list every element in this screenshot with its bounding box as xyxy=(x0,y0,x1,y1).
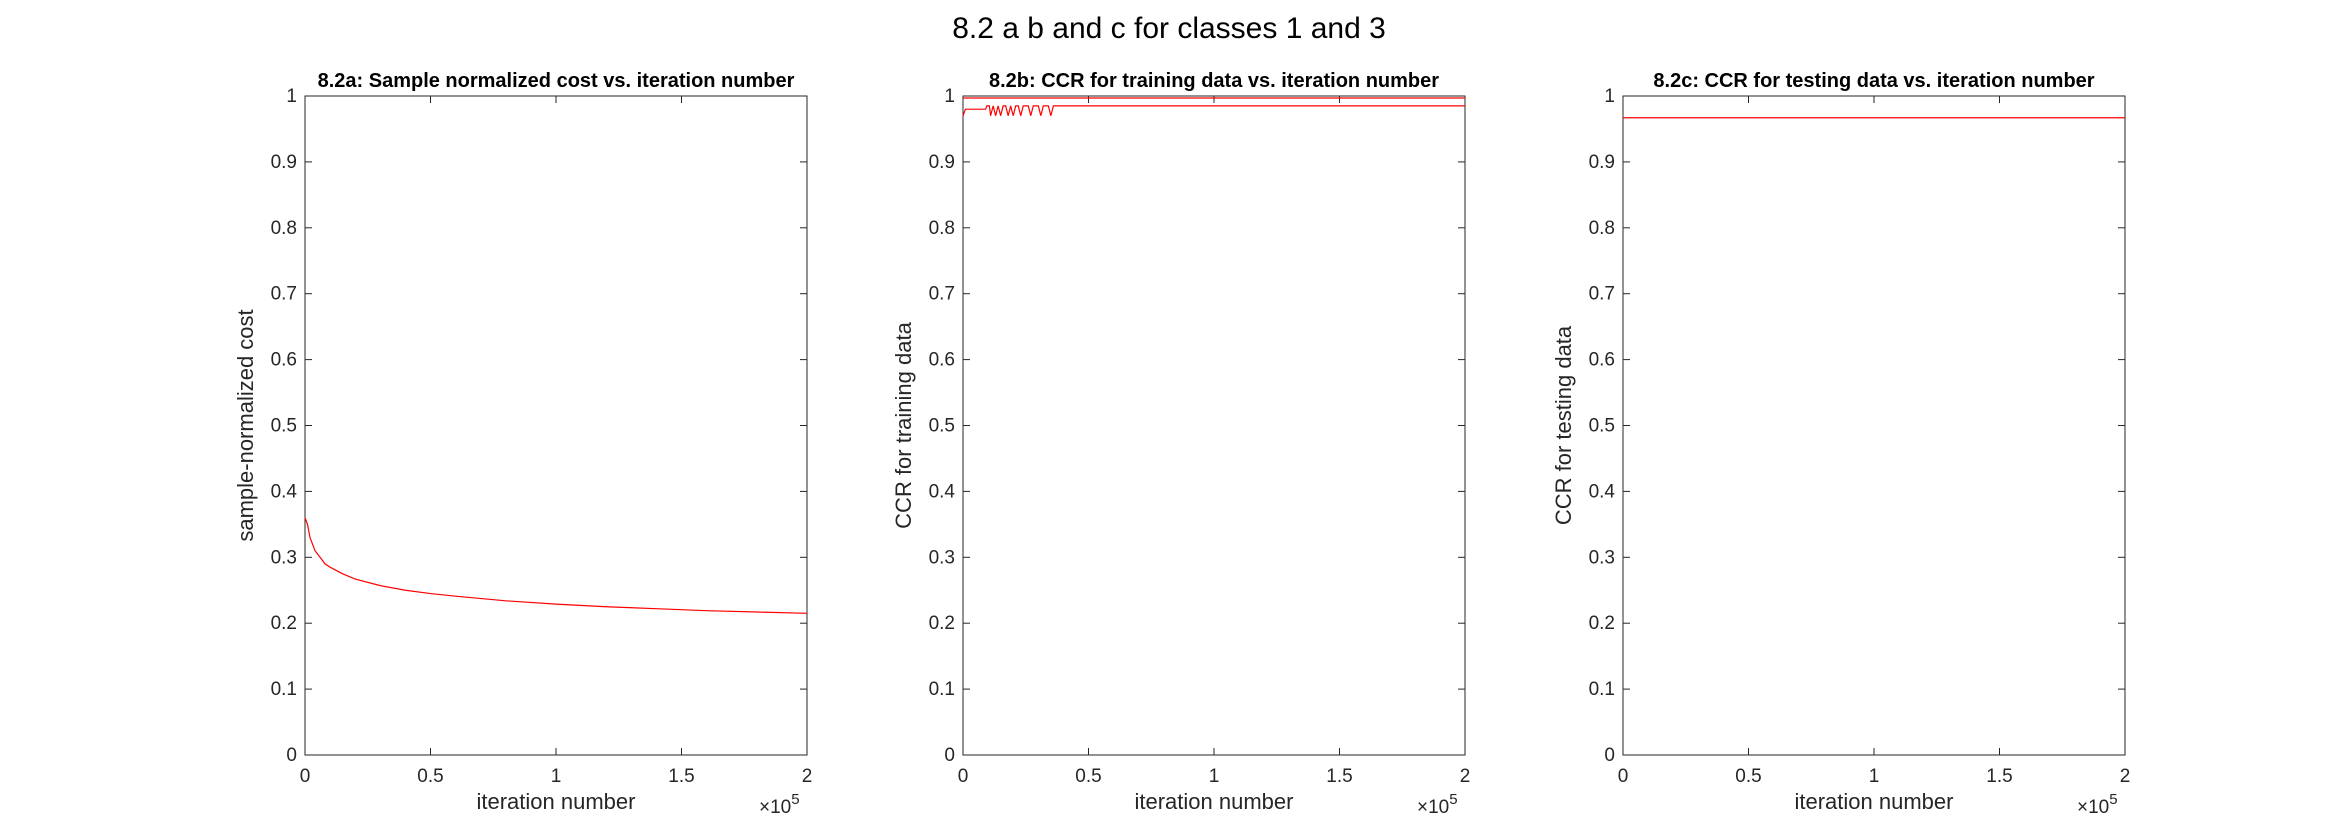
figure-title: 8.2 a b and c for classes 1 and 3 xyxy=(952,12,1386,45)
ytick-label-c: 0.5 xyxy=(1589,416,1615,437)
ytick-label-c: 0.3 xyxy=(1589,547,1615,568)
ytick-label-b: 1 xyxy=(944,86,955,107)
xtick-label-a: 0.5 xyxy=(417,766,443,787)
ytick-label-b: 0.1 xyxy=(929,679,955,700)
x-exponent-base-a: ×10 xyxy=(759,797,791,818)
ytick-label-a: 0.6 xyxy=(271,350,297,371)
x-exponent-base-b: ×10 xyxy=(1417,797,1449,818)
x-exponent-label-a: ×105 xyxy=(759,791,800,818)
y-axis-label-c: CCR for testing data xyxy=(1551,325,1576,525)
xtick-label-c: 0 xyxy=(1618,766,1629,787)
ytick-label-c: 0.2 xyxy=(1589,613,1615,634)
y-axis-label-a: sample-normalized cost xyxy=(233,309,258,541)
xtick-label-b: 2 xyxy=(1460,766,1471,787)
subplot-b: 00.10.20.30.40.50.60.70.80.910 0.5 1 1.5 2×1… xyxy=(891,70,1470,818)
ytick-label-b: 0.9 xyxy=(929,152,955,173)
ytick-label-c: 1 xyxy=(1604,86,1615,107)
axes-box-c xyxy=(1622,95,2126,756)
ytick-label-a: 0.1 xyxy=(271,679,297,700)
xtick-label-b: 1 xyxy=(1209,766,1220,787)
xtick-label-b: 0 xyxy=(958,766,969,787)
x-exponent-power-a: 5 xyxy=(791,791,799,808)
ytick-label-a: 1 xyxy=(286,86,297,107)
xtick-label-a: 0 xyxy=(300,766,311,787)
x-axis-label-b: iteration number xyxy=(1135,789,1294,814)
xtick-label-a: 2 xyxy=(802,766,813,787)
ytick-label-a: 0.7 xyxy=(271,284,297,305)
ytick-label-b: 0.8 xyxy=(929,218,955,239)
xtick-label-b: 0.5 xyxy=(1075,766,1101,787)
ytick-label-a: 0.2 xyxy=(271,613,297,634)
xtick-label-c: 1 xyxy=(1869,766,1880,787)
ytick-label-c: 0.6 xyxy=(1589,350,1615,371)
xtick-label-a: 1 xyxy=(551,766,562,787)
xtick-label-c: 0.5 xyxy=(1735,766,1761,787)
ytick-label-a: 0.4 xyxy=(271,481,298,502)
ytick-label-b: 0.5 xyxy=(929,416,955,437)
ytick-label-c: 0.1 xyxy=(1589,679,1615,700)
x-exponent-power-b: 5 xyxy=(1449,791,1457,808)
xtick-label-c: 2 xyxy=(2120,766,2131,787)
x-exponent-power-c: 5 xyxy=(2109,791,2117,808)
ytick-label-b: 0 xyxy=(944,745,955,766)
ytick-label-c: 0.8 xyxy=(1589,218,1615,239)
ytick-label-b: 0.7 xyxy=(929,284,955,305)
ytick-label-b: 0.2 xyxy=(929,613,955,634)
ytick-label-c: 0.4 xyxy=(1589,481,1616,502)
subplot-title-c: 8.2c: CCR for testing data vs. iteration… xyxy=(1653,70,2094,92)
ytick-label-c: 0 xyxy=(1604,745,1615,766)
ytick-label-b: 0.3 xyxy=(929,547,955,568)
axes-box-a xyxy=(304,95,808,756)
x-axis-label-c: iteration number xyxy=(1795,789,1954,814)
series-line-b-1 xyxy=(962,105,1465,116)
x-exponent-label-b: ×105 xyxy=(1417,791,1458,818)
ytick-label-b: 0.6 xyxy=(929,350,955,371)
ytick-label-a: 0.8 xyxy=(271,218,297,239)
subplot-a: 00.10.20.30.40.50.60.70.80.910 0.5 1 1.5 2×1… xyxy=(233,70,812,818)
xtick-label-c: 1.5 xyxy=(1986,766,2012,787)
y-axis-label-b: CCR for training data xyxy=(891,321,916,528)
xtick-label-a: 1.5 xyxy=(668,766,694,787)
subplot-title-a: 8.2a: Sample normalized cost vs. iterati… xyxy=(318,70,795,92)
series-line-a-1 xyxy=(304,517,808,614)
x-exponent-base-c: ×10 xyxy=(2077,797,2109,818)
ytick-label-a: 0.5 xyxy=(271,416,297,437)
axes-box-b xyxy=(962,95,1466,756)
x-axis-label-a: iteration number xyxy=(477,789,636,814)
ytick-label-a: 0.3 xyxy=(271,547,297,568)
x-exponent-label-c: ×105 xyxy=(2077,791,2118,818)
ytick-label-c: 0.9 xyxy=(1589,152,1615,173)
ytick-label-c: 0.7 xyxy=(1589,284,1615,305)
subplot-c: 00.10.20.30.40.50.60.70.80.910 0.5 1 1.5 2×1… xyxy=(1551,70,2130,818)
xtick-label-b: 1.5 xyxy=(1326,766,1352,787)
ytick-label-a: 0.9 xyxy=(271,152,297,173)
ytick-label-a: 0 xyxy=(286,745,297,766)
ytick-label-b: 0.4 xyxy=(929,481,956,502)
subplot-title-b: 8.2b: CCR for training data vs. iteratio… xyxy=(989,70,1439,92)
